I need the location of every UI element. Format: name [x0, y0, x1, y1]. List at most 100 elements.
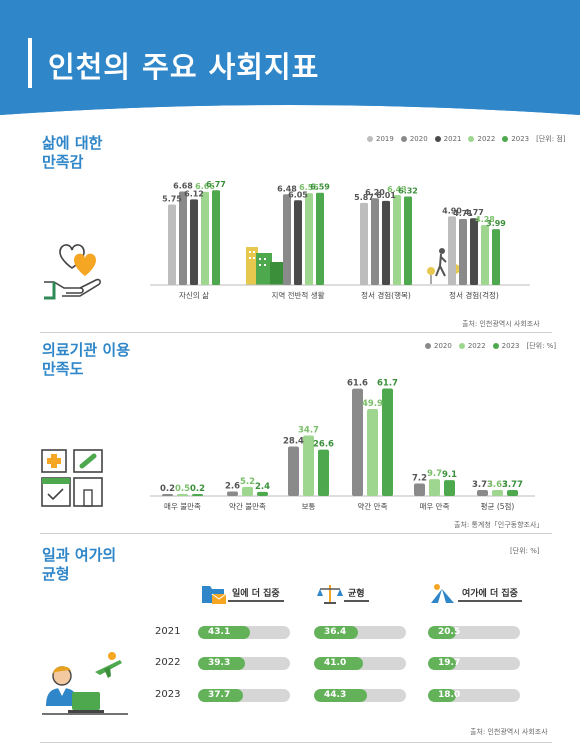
section1-title-line1: 삶에 대한: [42, 134, 103, 152]
bar2-0-2023: [192, 494, 203, 496]
value-label-3-2021: 4.77: [464, 208, 484, 217]
balance-bar-value: 37.7: [208, 690, 231, 700]
legend2-label-2020: 2020: [434, 342, 452, 350]
category-label2-3: 약간 만족: [358, 501, 388, 511]
balance-bar-fill: [198, 626, 250, 639]
legend-label-2021: 2021: [443, 135, 462, 143]
bar2-2-2020: [288, 446, 299, 496]
section3-title-line1: 일과 여가의: [42, 546, 117, 564]
category-label2-1: 약간 불만족: [229, 501, 266, 511]
legend2-dot-2020: [425, 343, 431, 349]
section1-title: 삶에 대한 만족감: [42, 134, 102, 172]
value-label2-0-2022: 0.5: [175, 484, 190, 494]
balance-bar-value: 18.0: [438, 690, 461, 700]
legend2-2023: 2023: [492, 342, 520, 350]
bar-1-2022: [305, 193, 313, 285]
balance-bar-value: 36.4: [324, 627, 347, 637]
legend2-label-2022: 2022: [467, 342, 486, 350]
value-label2-5-2020: 3.73: [472, 480, 493, 490]
bar-1-2023: [316, 192, 324, 285]
bar-3-2022: [481, 225, 489, 285]
value-label2-0-2023: 0.2: [190, 484, 205, 494]
balance-bar-fill: [198, 657, 245, 670]
legend-label-2023: 2023: [511, 135, 530, 143]
balance-bar-value: 20.5: [438, 627, 461, 637]
value-label2-2-2023: 26.6: [313, 440, 334, 450]
year-2021: 2021: [155, 626, 181, 637]
scale-icon: [317, 585, 343, 604]
bar2-1-2020: [227, 491, 238, 496]
value-label-3-2020: 4.71: [453, 209, 473, 218]
legend-dot-2023: [502, 136, 509, 142]
section1-title-line2: 만족감: [42, 153, 84, 171]
tent-icon: [431, 584, 454, 603]
legend-label-2022: 2022: [477, 135, 496, 143]
legend2-2020: 2020: [425, 342, 452, 350]
balance-bar-value: 44.3: [324, 690, 347, 700]
balance-bar-value: 41.0: [324, 658, 347, 668]
bar2-5-2020: [477, 490, 488, 496]
legend-2021: 2021: [434, 135, 462, 143]
header-accent-bar: [28, 38, 32, 88]
category-label-2: 정서 경험(행복): [361, 290, 411, 300]
section1-source: 출처: 인천광역시 사회조사: [462, 320, 540, 328]
section3-title-line2: 균형: [42, 565, 70, 583]
value-label-2-2022: 6.43: [387, 185, 407, 194]
bar2-4-2022: [429, 479, 440, 496]
bar2-0-2020: [162, 494, 173, 496]
medical-satisfaction-chart: 0.2 0.5 0.2 2.6 5.2 2.4 28.434.7 26.6 61.6 49.9 61…: [150, 378, 535, 511]
bar-3-2021: [470, 218, 478, 285]
bar2-4-2020: [414, 483, 425, 496]
bar-2-2023: [404, 196, 412, 285]
value-label-0-2022: 6.66: [195, 182, 215, 191]
legend2-dot-2022: [458, 343, 465, 349]
category-label2-0: 매우 불만족: [164, 502, 201, 511]
bar-3-2023: [492, 229, 500, 285]
section1-unit: [단위: 점]: [536, 135, 566, 143]
value-label2-4-2020: 7.2: [412, 473, 427, 483]
folder-icon: [202, 586, 227, 604]
value-label-0-2020: 6.68: [173, 181, 193, 190]
hospital-icon: [41, 449, 103, 507]
bar2-2-2023: [318, 449, 329, 496]
heart-hand-icon: [44, 244, 101, 300]
value-label2-1-2023: 2.4: [255, 482, 270, 492]
bar2-3-2023: [382, 388, 393, 496]
legend2-label-2023: 2023: [501, 342, 520, 350]
category-label-3: 정서 경험(걱정): [449, 290, 499, 300]
balance-bar-2-0: 20.5: [428, 626, 520, 639]
category-label-0: 자신의 삶: [179, 290, 209, 300]
value-label-1-2020: 6.48: [277, 184, 297, 193]
value-label-0-2023: 6.77: [206, 180, 226, 189]
section2-source: 출처: 통계청「인구동향조사」: [454, 521, 544, 529]
bar-0-2023: [212, 190, 220, 285]
header-work: 일에 더 집중: [200, 582, 284, 606]
legend-label-2020: 2020: [409, 135, 428, 143]
divider-3: [40, 742, 552, 743]
section2-unit: [단위: %]: [526, 342, 557, 350]
balance-bar-fill: [314, 626, 358, 639]
balance-bar-value: 39.3: [208, 658, 231, 668]
legend2-dot-2023: [492, 343, 499, 349]
legend-dot-2020: [400, 136, 407, 142]
bar-2-2021: [382, 200, 390, 285]
bar2-0-2022: [177, 494, 188, 496]
value-label2-2-2020: 28.4: [283, 437, 304, 447]
bar-0-2022: [201, 191, 209, 285]
balance-bar-fill: [314, 689, 367, 702]
header-balance: 균형: [316, 582, 369, 606]
value-label-0-2021: 6.12: [184, 189, 204, 198]
bar-2-2020: [371, 198, 379, 285]
balance-bar-1-2: 44.3: [314, 689, 406, 702]
bar-3-2019: [448, 216, 456, 285]
category-label2-4: 매우 만족: [420, 502, 450, 511]
balance-bar-fill: [314, 657, 364, 670]
value-label2-2-2022: 34.7: [298, 426, 319, 436]
bar-2-2022: [393, 194, 401, 285]
divider-1: [40, 332, 552, 333]
section3-title: 일과 여가의 균형: [42, 546, 116, 584]
value-label2-3-2023: 61.7: [377, 378, 398, 388]
bar2-3-2022: [367, 409, 378, 496]
life-satisfaction-chart: 5.75 6.686.126.666.77 6.486.056.566.59 5.87…: [150, 180, 530, 300]
legend-2019: 2019: [367, 135, 394, 143]
